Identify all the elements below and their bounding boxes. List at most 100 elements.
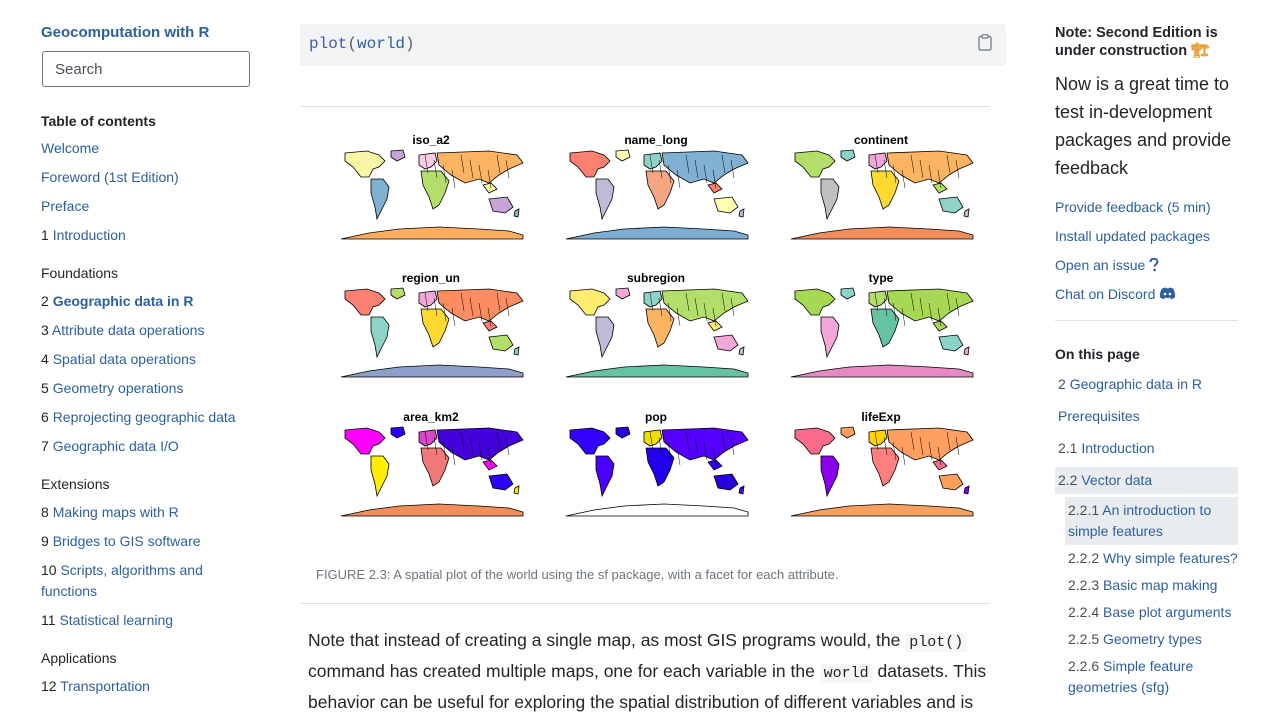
onpage-label[interactable]: Vector data [1081, 472, 1153, 488]
onpage-item[interactable]: 2.2.5 Geometry types [1068, 629, 1202, 650]
toc-item-attribute-data[interactable]: 3 Attribute data operations [41, 320, 251, 341]
toc-item-number: 11 [41, 612, 56, 628]
border-line [712, 446, 717, 466]
onpage-label[interactable]: Why simple features? [1103, 550, 1238, 566]
toc-item-making-maps[interactable]: 8 Making maps with R [41, 502, 251, 523]
open-issue-row[interactable]: Open an issue [1055, 257, 1159, 273]
country-region [344, 150, 386, 178]
onpage-item[interactable]: 2.2.3 Basic map making [1068, 575, 1217, 596]
code-paren-close: ) [405, 35, 415, 53]
border-line [712, 169, 717, 189]
country-region [868, 290, 888, 308]
onpage-item[interactable]: 2.1 Introduction [1058, 438, 1155, 459]
install-packages-link[interactable]: Install updated packages [1055, 228, 1210, 244]
border-line [946, 292, 951, 312]
map-panel-area-km2: area_km2 [336, 410, 526, 542]
onpage-label[interactable]: Basic map making [1103, 577, 1218, 593]
toc-item-label[interactable]: Making maps with R [52, 504, 179, 520]
toc-item-geographic-data[interactable]: 2 Geographic data in R [41, 291, 251, 312]
border-line [469, 436, 474, 456]
discord-icon [1160, 287, 1176, 300]
toc-item-label[interactable]: Reprojecting geographic data [52, 409, 236, 425]
onpage-item[interactable]: 2 Geographic data in R [1058, 374, 1202, 395]
part-applications: Applications [41, 650, 117, 666]
toc-item-statistical[interactable]: 11 Statistical learning [41, 610, 251, 631]
border-line [424, 292, 429, 312]
border-line [892, 441, 897, 461]
toc-item-label[interactable]: Attribute data operations [51, 322, 205, 338]
toc-item-scripts[interactable]: 10 Scripts, algorithms and functions [41, 560, 211, 602]
onpage-label[interactable]: Prerequisites [1058, 408, 1140, 424]
body-text-2: command has created multiple maps, one f… [308, 661, 820, 681]
country-region [645, 308, 675, 348]
search-input[interactable] [42, 51, 250, 87]
toc-item-label[interactable]: Introduction [52, 227, 126, 243]
onpage-label[interactable]: Geographic data in R [1069, 376, 1202, 392]
onpage-item[interactable]: 2.2.6 Simple feature geometries (sfg) [1068, 656, 1233, 698]
onpage-number: 2.2.2 [1068, 550, 1100, 566]
onpage-label[interactable]: Geometry types [1103, 631, 1202, 647]
toc-item-label[interactable]: Scripts, algorithms and functions [41, 562, 203, 599]
world-map [790, 287, 974, 378]
active-subsection-highlight [1065, 497, 1238, 545]
toc-item-geometry[interactable]: 5 Geometry operations [41, 378, 251, 399]
border-line [676, 446, 681, 466]
clipboard-icon[interactable] [978, 34, 992, 51]
border-line [721, 431, 726, 451]
country-region [643, 429, 663, 447]
toc-item-foreword[interactable]: Foreword (1st Edition) [41, 167, 251, 188]
border-line [667, 164, 672, 184]
discord-link[interactable]: Chat on Discord [1055, 286, 1156, 302]
map-panel-pop: pop [561, 410, 751, 542]
world-map [565, 426, 749, 517]
border-line [676, 169, 681, 189]
onpage-item[interactable]: 2.2.4 Base plot arguments [1068, 602, 1231, 623]
country-region [707, 182, 723, 194]
toc-item-label[interactable]: Statistical learning [59, 612, 174, 628]
onpage-item[interactable]: 2.2 Vector data [1058, 470, 1152, 491]
onpage-label[interactable]: An introduction to simple features [1068, 502, 1212, 539]
country-region [868, 152, 888, 170]
onpage-item[interactable]: 2.2.1 An introduction to simple features [1068, 500, 1233, 542]
onpage-item[interactable]: Prerequisites [1058, 406, 1140, 427]
discord-row[interactable]: Chat on Discord [1055, 286, 1176, 302]
toc-item-bridges[interactable]: 9 Bridges to GIS software [41, 531, 251, 552]
toc-item-label[interactable]: Geometry operations [52, 380, 184, 396]
country-region [645, 447, 675, 487]
border-line [451, 169, 456, 189]
country-region [645, 170, 675, 210]
onpage-divider [1055, 320, 1238, 321]
toc-item-preface[interactable]: Preface [41, 196, 251, 217]
country-region [713, 473, 739, 491]
toc-item-label[interactable]: Geographic data I/O [52, 438, 179, 454]
border-line [901, 307, 906, 327]
toc-item-label[interactable]: Preface [41, 198, 90, 214]
toc-item-label[interactable]: Spatial data operations [52, 351, 196, 367]
onpage-item[interactable]: 2.2.2 Why simple features? [1068, 548, 1238, 569]
toc-item-spatial-data[interactable]: 4 Spatial data operations [41, 349, 251, 370]
map-panel-continent: continent [786, 133, 976, 265]
toc-item-io[interactable]: 7 Geographic data I/O [41, 436, 251, 457]
antarctica-region [790, 226, 974, 240]
provide-feedback-link[interactable]: Provide feedback (5 min) [1055, 199, 1211, 215]
border-line [487, 307, 492, 327]
onpage-label[interactable]: Base plot arguments [1103, 604, 1232, 620]
toc-item-label[interactable]: Foreword (1st Edition) [41, 169, 179, 185]
border-line [946, 431, 951, 451]
world-map [565, 287, 749, 378]
border-line [667, 441, 672, 461]
site-title[interactable]: Geocomputation with R [41, 24, 210, 41]
toc-item-label[interactable]: Bridges to GIS software [52, 533, 201, 549]
onpage-label[interactable]: Simple feature geometries (sfg) [1068, 658, 1194, 695]
toc-item-welcome[interactable]: Welcome [41, 138, 251, 159]
toc-item-reprojecting[interactable]: 6 Reprojecting geographic data [41, 407, 251, 428]
toc-item-label[interactable]: Transportation [60, 678, 150, 694]
toc-item-transportation[interactable]: 12 Transportation [41, 676, 251, 697]
toc-item-label[interactable]: Geographic data in R [52, 293, 194, 309]
open-issue-link[interactable]: Open an issue [1055, 257, 1146, 273]
map-panel-subregion: subregion [561, 271, 751, 403]
onpage-label[interactable]: Introduction [1081, 440, 1155, 456]
toc-item-label[interactable]: Welcome [41, 140, 100, 156]
toc-item-introduction[interactable]: 1 Introduction [41, 225, 251, 246]
map-panel-title: region_un [401, 271, 460, 285]
